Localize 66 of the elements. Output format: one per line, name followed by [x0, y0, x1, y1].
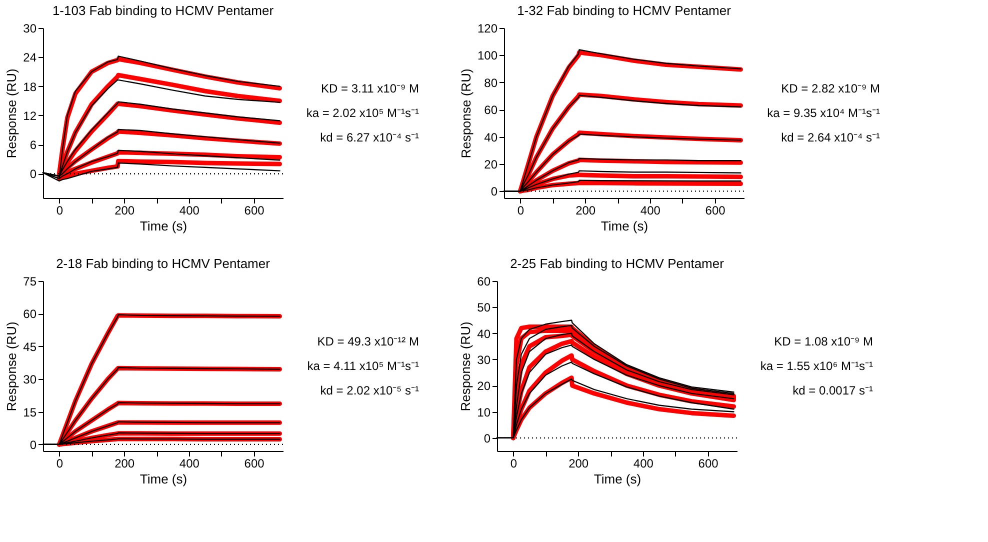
chart-title: 2-25 Fab binding to HCMV Pentamer [510, 256, 725, 271]
x-tick-label: 600 [705, 204, 726, 218]
text: kd = 0.0017 s⁻¹ [792, 383, 873, 398]
x-tick-label: 600 [244, 204, 265, 218]
x-axis-title: Time (s) [594, 472, 642, 486]
y-tick-label: 6 [30, 138, 37, 152]
y-tick-label: 30 [23, 372, 37, 387]
y-tick-label: 120 [477, 22, 498, 36]
y-tick-label: 10 [477, 405, 491, 420]
text: KD = 2.82 x10⁻⁹ M [781, 82, 880, 96]
text: kd = 2.64 x10⁻⁴ s⁻¹ [781, 130, 880, 144]
x-tick-label: 0 [56, 456, 64, 470]
y-tick-label: 80 [484, 76, 498, 90]
x-tick-label: 400 [633, 456, 654, 470]
text: ka = 2.02 x10⁵ M⁻¹s⁻¹ [306, 106, 419, 120]
x-tick-label: 200 [576, 204, 596, 218]
y-tick-label: 60 [23, 307, 37, 322]
y-axis-title: Response (RU) [4, 68, 20, 158]
y-tick-label: 24 [23, 50, 37, 65]
text: ka = 9.35 x10⁴ M⁻¹s⁻¹ [767, 106, 880, 120]
y-tick-label: 0 [484, 431, 491, 446]
x-tick-label: 0 [510, 456, 518, 470]
x-tick-label: 600 [244, 456, 265, 470]
text: kd = 6.27 x10⁻⁴ s⁻¹ [320, 130, 419, 144]
x-axis-title: Time (s) [600, 218, 648, 234]
y-tick-label: 12 [23, 108, 37, 123]
x-tick-label: 200 [568, 456, 589, 470]
x-tick-label: 400 [179, 204, 200, 218]
x-axis-title: Time (s) [140, 472, 188, 486]
x-tick-label: 0 [56, 204, 64, 218]
y-axis-title: Response (RU) [458, 68, 474, 158]
x-tick-label: 200 [114, 204, 135, 218]
y-tick-label: 40 [477, 326, 491, 341]
y-tick-label: 20 [484, 158, 498, 172]
x-tick-label: 600 [698, 456, 719, 470]
chart-title: 1-32 Fab binding to HCMV Pentamer [517, 3, 732, 18]
text: ka = 4.11 x10⁵ M⁻¹s⁻¹ [307, 359, 419, 373]
y-tick-label: 40 [484, 130, 498, 144]
y-axis-title: Response (RU) [4, 322, 20, 412]
y-tick-label: 0 [30, 438, 37, 452]
x-tick-label: 0 [517, 204, 524, 218]
x-tick-label: 200 [114, 456, 135, 470]
y-tick-label: 30 [477, 352, 491, 367]
chart-title: 1-103 Fab binding to HCMV Pentamer [52, 3, 274, 18]
y-axis-title: Response (RU) [458, 322, 474, 412]
text: KD = 1.08 x10⁻⁹ M [774, 334, 873, 349]
y-tick-label: 60 [477, 274, 491, 288]
y-tick-label: 20 [477, 379, 491, 394]
y-tick-label: 45 [23, 340, 37, 354]
y-tick-label: 50 [477, 300, 491, 315]
text: ka = 1.55 x10⁶ M⁻¹s⁻¹ [760, 359, 873, 373]
y-tick-label: 30 [23, 22, 37, 36]
y-tick-label: 75 [23, 274, 37, 288]
y-tick-label: 18 [23, 80, 37, 94]
y-tick-label: 15 [23, 405, 37, 420]
y-tick-label: 60 [484, 103, 498, 118]
x-tick-label: 400 [640, 204, 661, 218]
text: KD = 3.11 x10⁻⁹ M [321, 82, 419, 96]
text: KD = 49.3 x10⁻¹² M [317, 334, 419, 349]
chart-title: 2-18 Fab binding to HCMV Pentamer [56, 256, 271, 271]
y-tick-label: 0 [30, 167, 37, 182]
y-tick-label: 100 [477, 48, 498, 63]
x-tick-label: 400 [179, 456, 200, 470]
y-tick-label: 0 [490, 184, 498, 199]
x-axis-title: Time (s) [140, 218, 188, 234]
text: kd = 2.02 x10⁻⁵ s⁻¹ [320, 383, 419, 398]
